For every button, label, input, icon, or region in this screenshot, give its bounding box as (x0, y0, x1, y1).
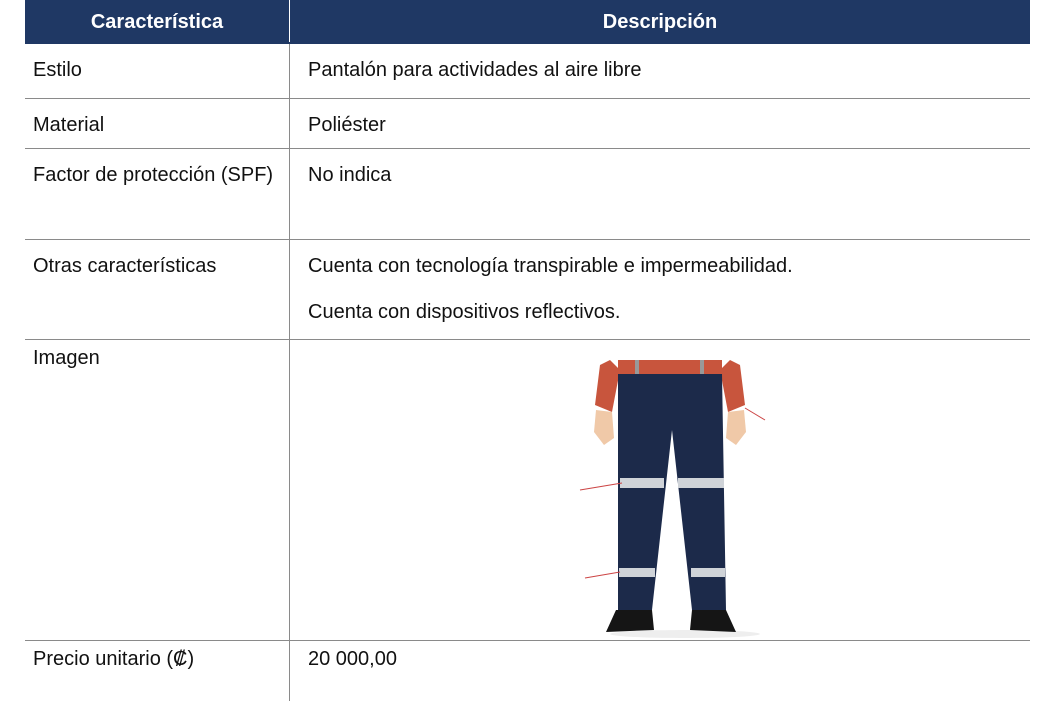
table-row: Otras características Cuenta con tecnolo… (25, 240, 1030, 340)
feature-cell: Material (25, 99, 290, 148)
header-cell: Característica (25, 0, 290, 42)
description-text: Cuenta con tecnología transpirable e imp… (308, 255, 793, 277)
description-text: Pantalón para actividades al aire libre (308, 59, 642, 81)
description-text: Cuenta con dispositivos reflectivos. (308, 301, 621, 323)
feature-cell: Precio unitario (₡) (25, 641, 290, 701)
header-cell: Descripción (602, 11, 718, 33)
table-row: Factor de protección (SPF) No indica (25, 149, 1030, 240)
description-text: 20 000,00 (308, 648, 397, 670)
table-row: Precio unitario (₡) 20 000,00 (25, 641, 1030, 701)
description-cell: No indica (290, 149, 1030, 239)
table-header: Característica Descripción (25, 0, 1030, 44)
feature-cell: Imagen (25, 340, 290, 640)
description-cell: Poliéster (290, 99, 1030, 148)
description-text: Poliéster (308, 114, 386, 136)
pants-image (579, 360, 766, 638)
image-cell (290, 340, 1030, 640)
feature-cell: Factor de protección (SPF) (25, 149, 290, 239)
feature-cell: Estilo (25, 44, 290, 98)
feature-cell: Otras características (25, 240, 290, 339)
description-cell: Cuenta con tecnología transpirable e imp… (290, 240, 1030, 339)
description-cell: 20 000,00 (290, 641, 1030, 701)
description-cell: Pantalón para actividades al aire libre (290, 44, 1030, 98)
description-text: No indica (308, 164, 392, 186)
table-row: Material Poliéster (25, 99, 1030, 149)
table-row: Imagen (25, 340, 1030, 641)
table-row: Estilo Pantalón para actividades al aire… (25, 44, 1030, 99)
